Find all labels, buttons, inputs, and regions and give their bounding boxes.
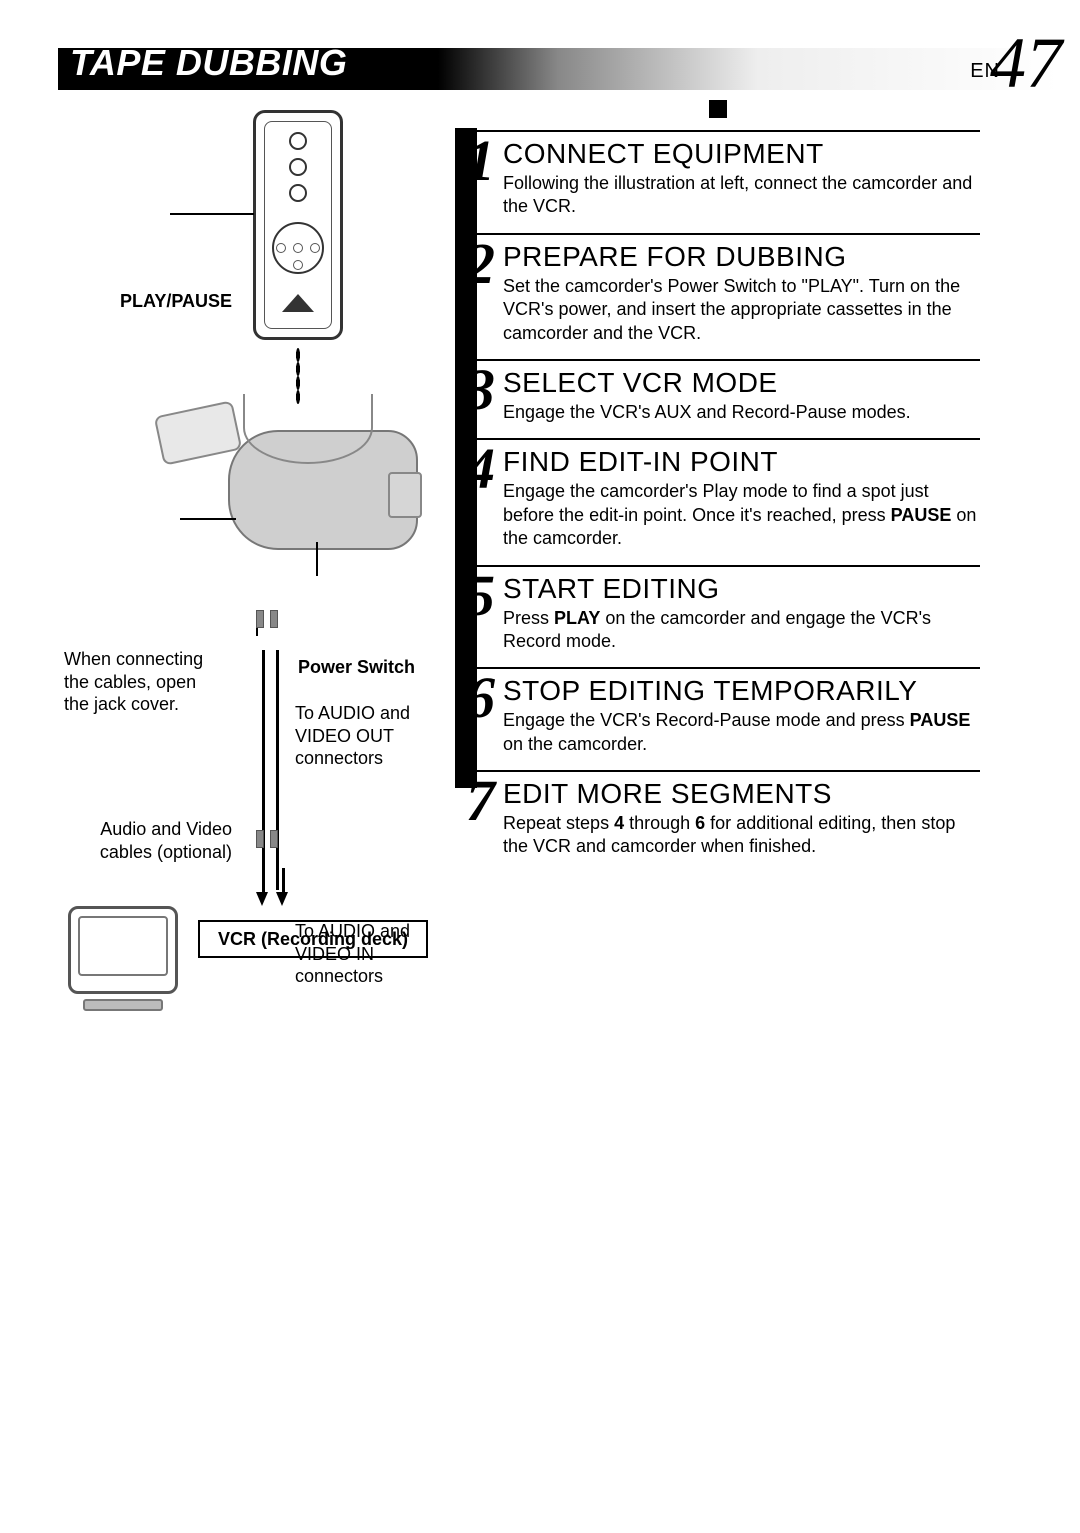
- label-play-pause: PLAY/PAUSE: [120, 290, 232, 313]
- step-number: 2: [421, 235, 495, 293]
- step-title: STOP EDITING TEMPORARILY: [503, 675, 980, 707]
- step-title: FIND EDIT-IN POINT: [503, 446, 980, 478]
- step-number: 3: [421, 361, 495, 419]
- step-body: Set the camcorder's Power Switch to "PLA…: [503, 275, 980, 345]
- step-6: 6STOP EDITING TEMPORARILYEngage the VCR'…: [455, 667, 980, 770]
- steps-column: 1CONNECT EQUIPMENTFollowing the illustra…: [455, 100, 980, 873]
- step-title: CONNECT EQUIPMENT: [503, 138, 980, 170]
- step-body: Engage the camcorder's Play mode to find…: [503, 480, 980, 550]
- step-body: Engage the VCR's Record-Pause mode and p…: [503, 709, 980, 756]
- step-title: EDIT MORE SEGMENTS: [503, 778, 980, 810]
- step-2: 2PREPARE FOR DUBBINGSet the camcorder's …: [455, 233, 980, 359]
- page-title: TAPE DUBBING: [70, 42, 347, 84]
- step-body: Press PLAY on the camcorder and engage t…: [503, 607, 980, 654]
- remote-control-illustration: [253, 110, 343, 340]
- page-number: 47: [990, 22, 1062, 105]
- step-7: 7EDIT MORE SEGMENTSRepeat steps 4 throug…: [455, 770, 980, 873]
- connection-diagram: VCR (Recording deck): [58, 110, 428, 1010]
- step-number: 6: [421, 669, 495, 727]
- step-5: 5START EDITINGPress PLAY on the camcorde…: [455, 565, 980, 668]
- step-body: Following the illustration at left, conn…: [503, 172, 980, 219]
- step-4: 4FIND EDIT-IN POINTEngage the camcorder'…: [455, 438, 980, 564]
- step-body: Repeat steps 4 through 6 for additional …: [503, 812, 980, 859]
- step-title: PREPARE FOR DUBBING: [503, 241, 980, 273]
- label-audio-video-in: To AUDIO and VIDEO IN connectors: [295, 920, 445, 988]
- step-title: START EDITING: [503, 573, 980, 605]
- label-jack-cover-note: When connecting the cables, open the jac…: [64, 648, 224, 716]
- step-1: 1CONNECT EQUIPMENTFollowing the illustra…: [455, 130, 980, 233]
- step-3: 3SELECT VCR MODEEngage the VCR's AUX and…: [455, 359, 980, 438]
- section-marker-icon: [709, 100, 727, 118]
- step-number: 1: [421, 132, 495, 190]
- camcorder-illustration: [188, 400, 428, 580]
- step-number: 4: [421, 440, 495, 498]
- label-power-switch: Power Switch: [298, 656, 415, 679]
- step-title: SELECT VCR MODE: [503, 367, 980, 399]
- step-number: 5: [421, 567, 495, 625]
- tv-illustration: [68, 906, 188, 1011]
- step-number: 7: [421, 772, 495, 830]
- step-body: Engage the VCR's AUX and Record-Pause mo…: [503, 401, 980, 424]
- label-av-cables-optional: Audio and Video cables (optional): [92, 818, 232, 863]
